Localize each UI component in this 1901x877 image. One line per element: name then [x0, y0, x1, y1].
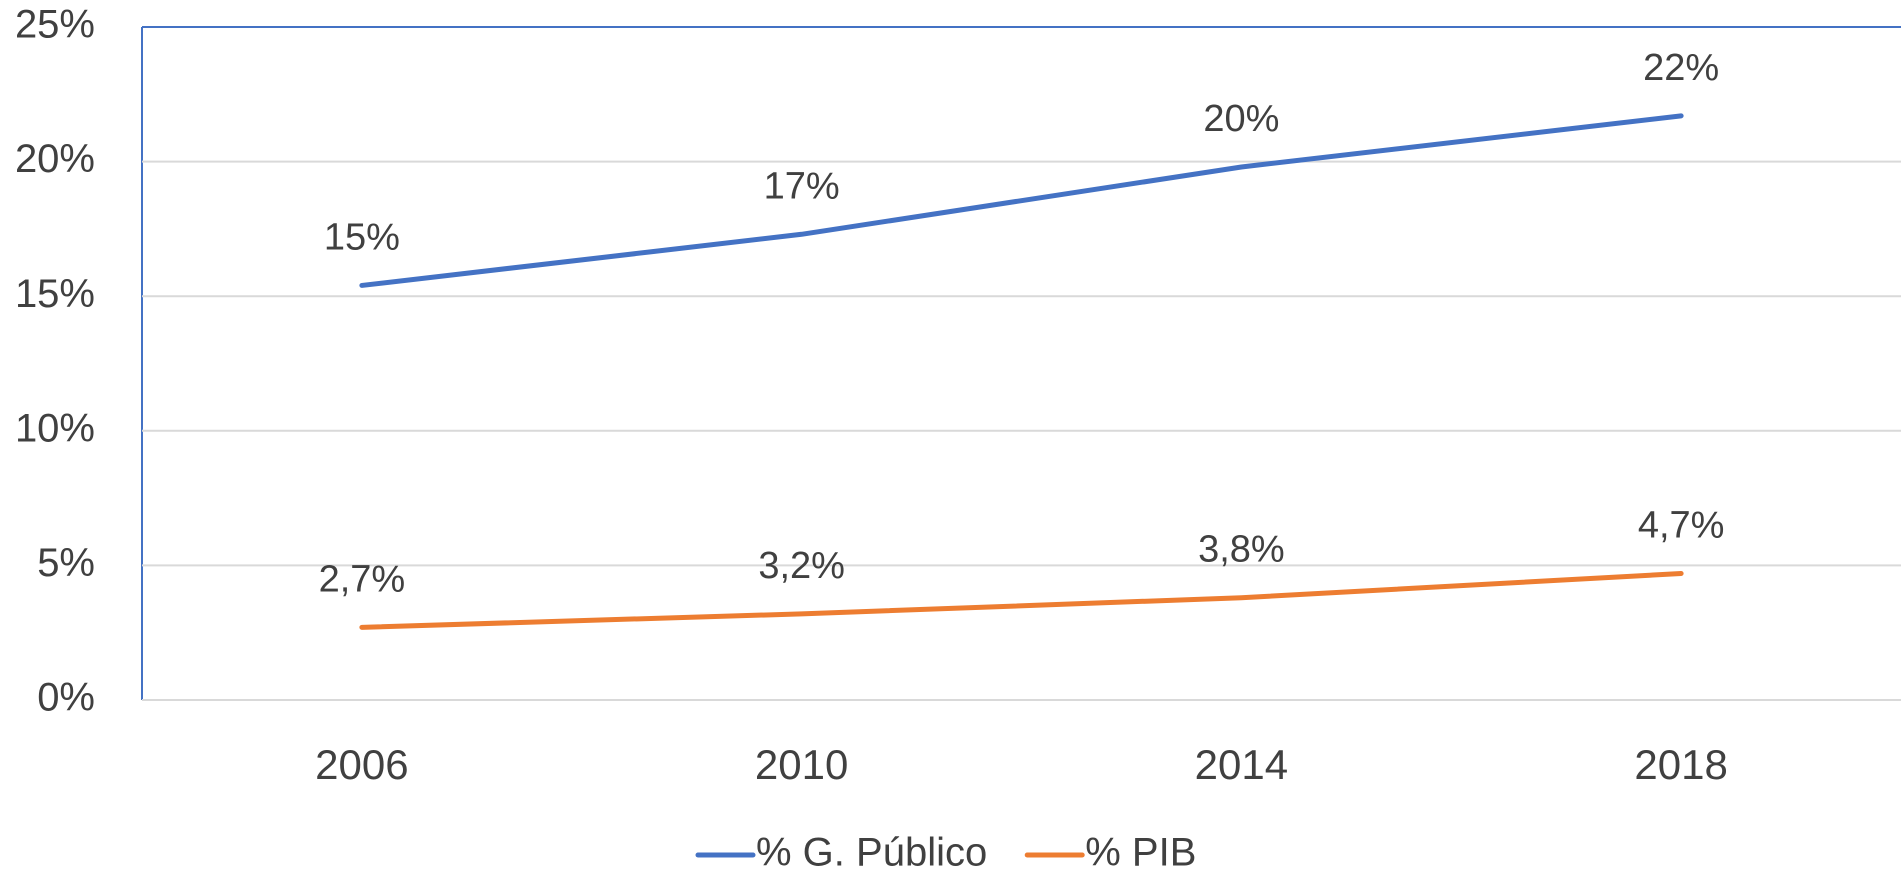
data-label: 22%: [1643, 47, 1719, 89]
legend-label: % G. Público: [756, 831, 987, 875]
x-tick-label: 2014: [1195, 741, 1288, 788]
line-series: [359, 570, 1684, 630]
y-tick-label: 5%: [37, 541, 95, 585]
data-label: 2,7%: [319, 558, 406, 600]
y-tick-label: 0%: [37, 676, 95, 720]
data-label: 4,7%: [1638, 505, 1725, 547]
data-label: 3,8%: [1198, 529, 1285, 571]
data-label: 15%: [324, 216, 400, 258]
y-tick-label: 10%: [15, 406, 95, 450]
x-tick-label: 2018: [1634, 741, 1727, 788]
y-tick-label: 25%: [15, 3, 95, 47]
x-tick-label: 2010: [755, 741, 848, 788]
x-tick-label: 2006: [315, 741, 408, 788]
y-tick-label: 20%: [15, 137, 95, 181]
y-tick-label: 15%: [15, 272, 95, 316]
data-label: 20%: [1203, 98, 1279, 140]
line-series: [359, 113, 1684, 288]
data-label: 3,2%: [758, 545, 845, 587]
data-label: 17%: [764, 165, 840, 207]
legend-label: % PIB: [1085, 831, 1196, 875]
